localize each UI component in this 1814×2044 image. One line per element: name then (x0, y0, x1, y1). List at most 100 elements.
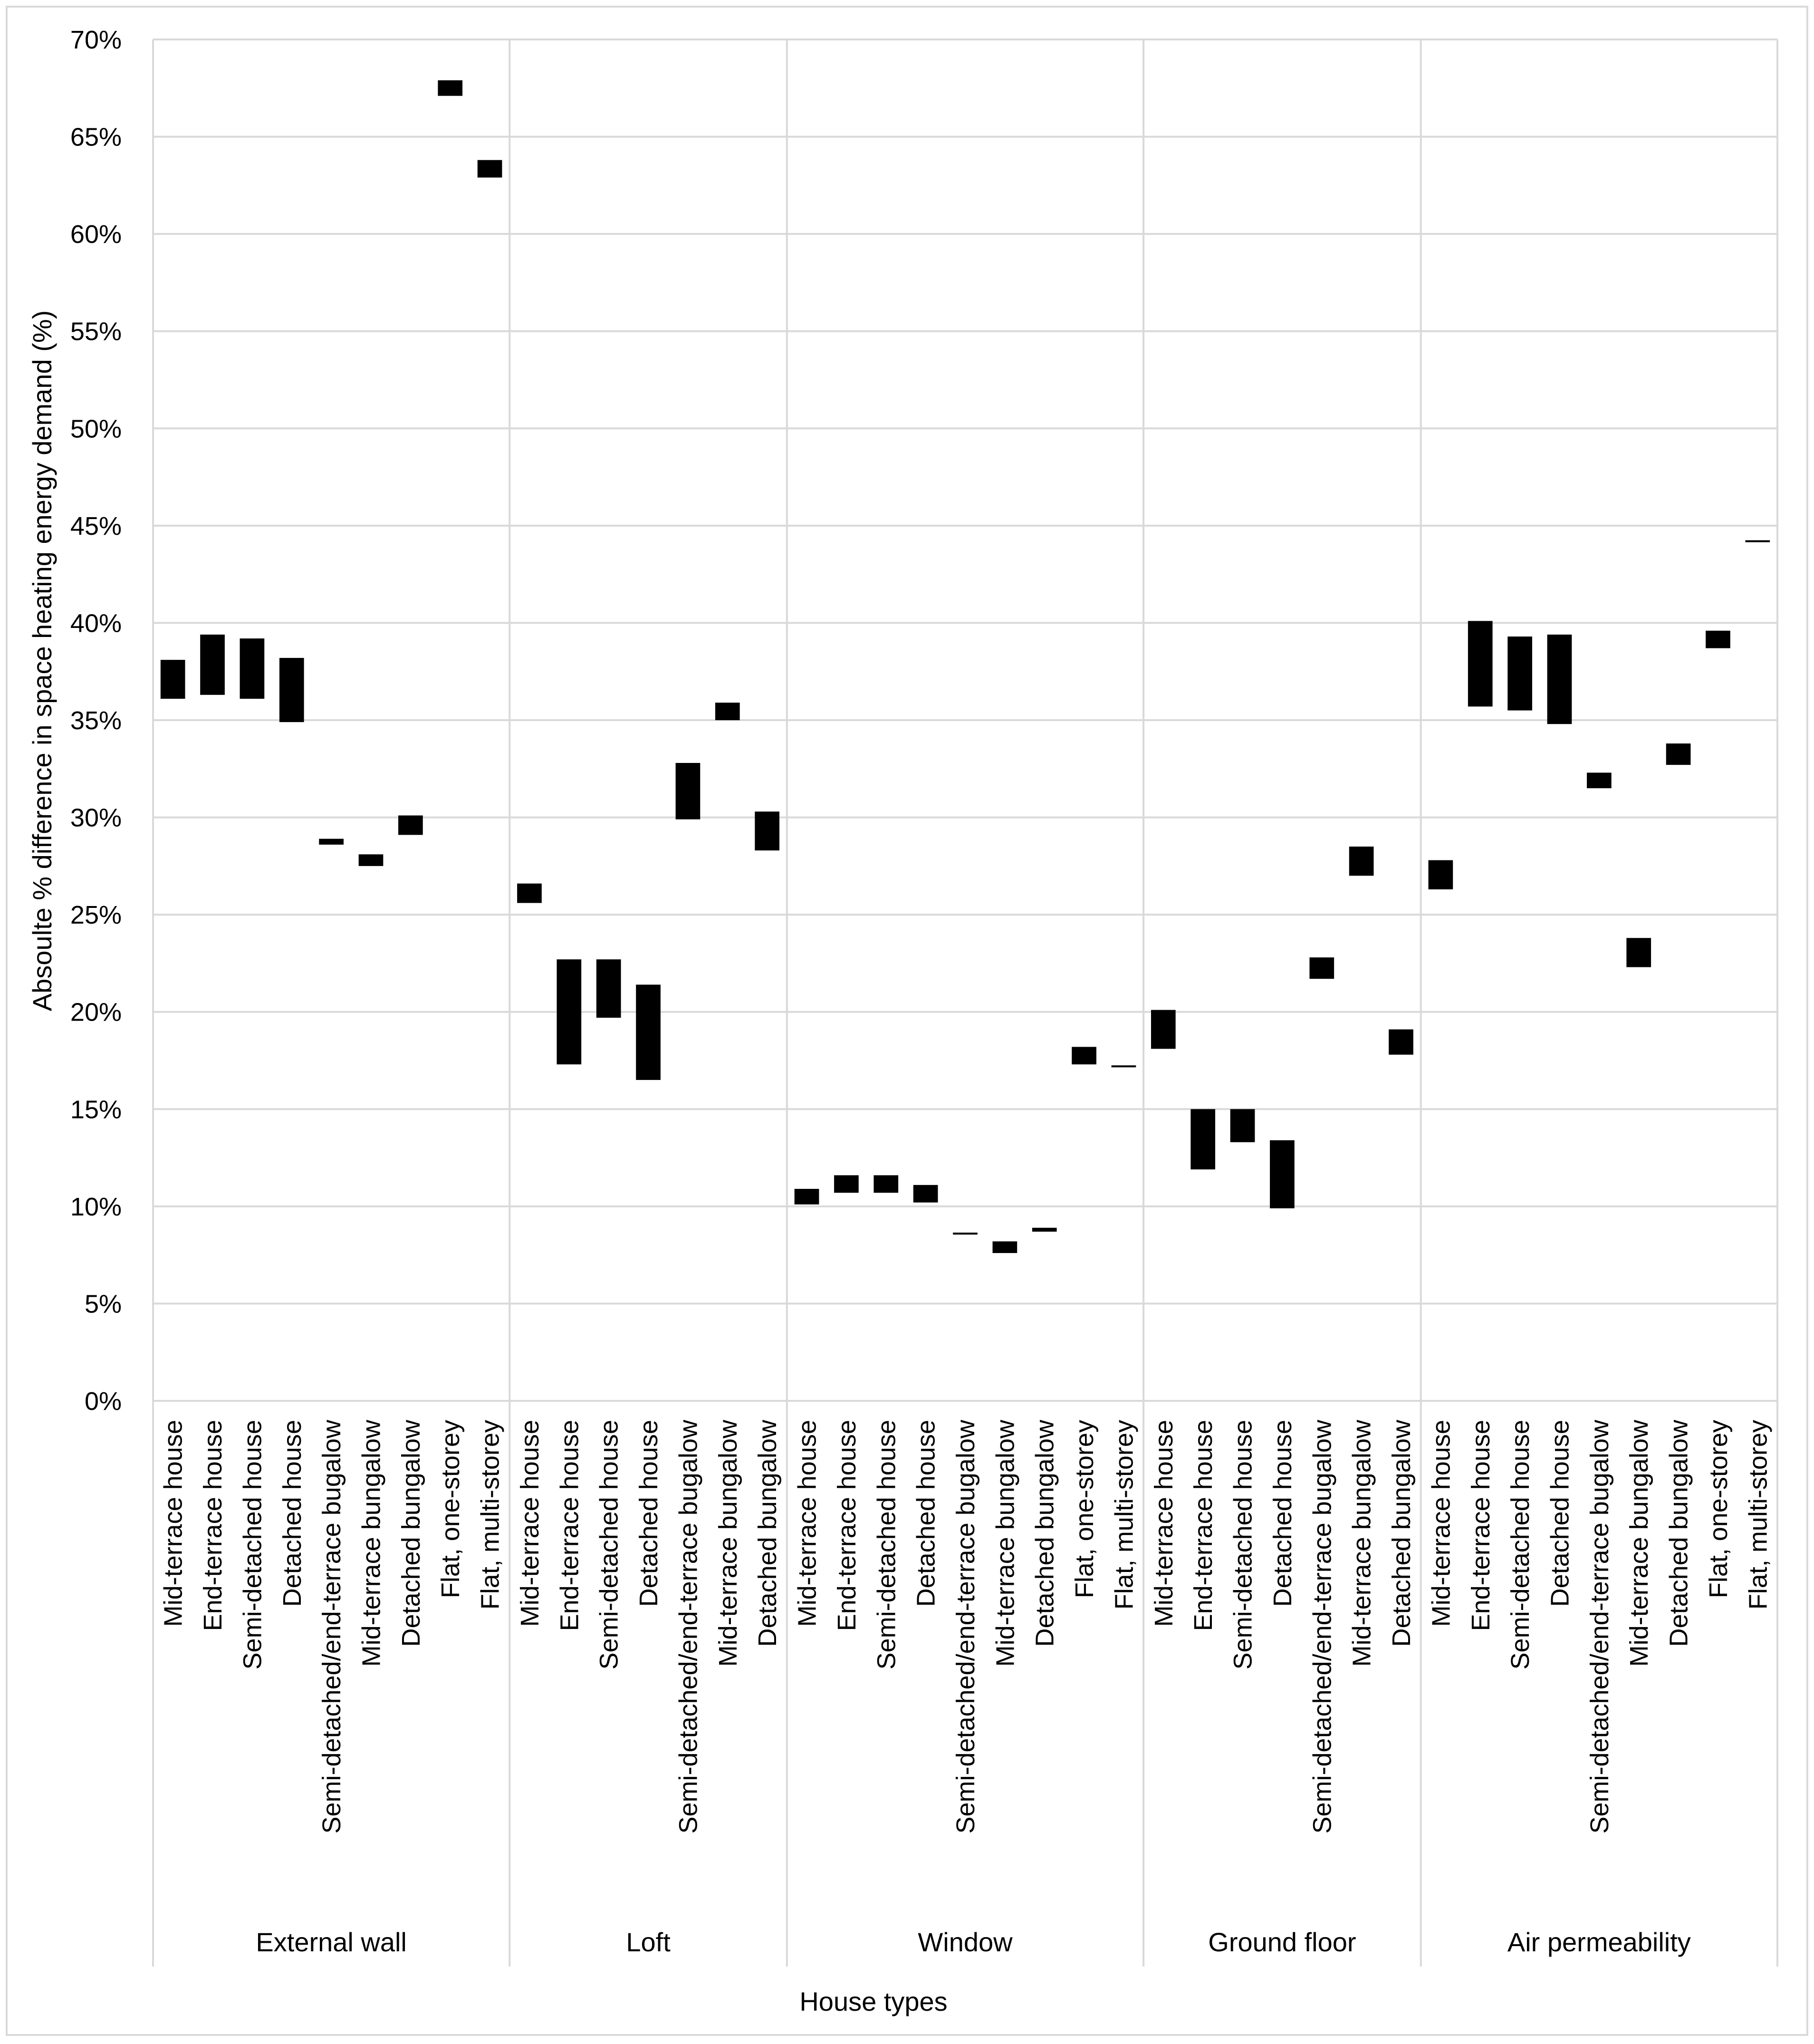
y-tick-label: 65% (70, 123, 122, 152)
group-label: External wall (256, 1927, 406, 1957)
x-tick-label: Detached bungalow (1387, 1419, 1416, 1647)
x-tick-label: End-terrace house (833, 1420, 861, 1631)
range-bar (1270, 1140, 1295, 1208)
x-tick-label: Mid-terrace house (159, 1420, 188, 1627)
range-bar (873, 1175, 899, 1193)
range-bar (755, 811, 780, 851)
x-tick-label: Semi-detached/end-terrace bugalow (1308, 1419, 1336, 1834)
x-tick-label: Flat, one-storey (436, 1420, 465, 1598)
range-bar (992, 1241, 1017, 1253)
range-bar (1349, 846, 1374, 876)
x-tick-label: End-terrace house (1467, 1420, 1495, 1631)
labels: 0% 5% 10% 15% 20% 25% 30% 35% 40% 45% 50% 55% 60% 65%… (70, 26, 1772, 1957)
range-bar (913, 1185, 938, 1203)
range-bar (200, 634, 225, 695)
y-tick-label: 70% (70, 26, 122, 54)
x-tick-label: Flat, multi-storey (476, 1420, 505, 1610)
y-tick-label: 15% (70, 1095, 122, 1124)
range-bar (438, 80, 463, 96)
range-bar (953, 1233, 978, 1235)
x-tick-label: Detached bungalow (1665, 1419, 1693, 1647)
group-label: Ground floor (1208, 1927, 1356, 1957)
y-tick-label: 20% (70, 998, 122, 1027)
x-tick-label: Detached house (1545, 1420, 1574, 1607)
x-axis-title: House types (799, 1986, 947, 2016)
x-tick-label: Mid-terrace house (793, 1420, 822, 1627)
x-tick-label: Detached house (912, 1420, 941, 1607)
x-tick-label: Detached house (278, 1420, 307, 1607)
x-tick-label: Semi-detached house (595, 1420, 624, 1669)
x-tick-label: Mid-terrace bungalow (991, 1419, 1019, 1667)
x-tick-label: Mid-terrace house (1150, 1420, 1178, 1627)
range-bar (1389, 1029, 1413, 1055)
gridlines (153, 39, 1777, 1402)
y-axis-title: Absoulte % difference in space heating e… (27, 310, 57, 1012)
x-tick-label: Detached bungalow (1031, 1419, 1059, 1647)
x-tick-label: Semi-detached house (1229, 1420, 1257, 1669)
y-tick-label: 10% (70, 1193, 122, 1221)
range-bar (1507, 636, 1532, 711)
x-tick-label: Semi-detached/end-terrace bugalow (951, 1419, 980, 1834)
range-bar (1111, 1065, 1136, 1068)
range-bar (1230, 1109, 1255, 1142)
range-bar (1468, 621, 1493, 707)
range-bar (358, 854, 384, 866)
range-bar (477, 160, 502, 178)
y-tick-label: 45% (70, 512, 122, 540)
x-tick-label: Mid-terrace house (1427, 1420, 1455, 1627)
x-tick-label: Detached house (634, 1420, 663, 1607)
y-tick-label: 25% (70, 901, 122, 929)
y-tick-label: 55% (70, 318, 122, 346)
range-bar (794, 1189, 819, 1205)
range-bar (636, 984, 661, 1080)
range-bar (715, 703, 740, 720)
range-bar (1151, 1010, 1176, 1049)
range-bar (1666, 743, 1691, 765)
group-label: Window (918, 1927, 1013, 1957)
y-tick-label: 50% (70, 415, 122, 443)
x-tick-label: Detached house (1268, 1420, 1297, 1607)
range-bar (319, 839, 344, 845)
y-tick-label: 60% (70, 220, 122, 249)
bars (160, 80, 1770, 1253)
x-tick-label: Mid-terrace bungalow (357, 1419, 386, 1667)
range-bar (1626, 938, 1651, 967)
x-tick-label: Detached bungalow (397, 1419, 425, 1647)
x-tick-label: Mid-terrace bungalow (1625, 1419, 1653, 1667)
y-tick-label: 5% (85, 1290, 122, 1318)
range-bar (1032, 1227, 1057, 1232)
x-tick-label: Flat, one-storey (1070, 1420, 1099, 1598)
x-tick-label: Flat, one-storey (1704, 1420, 1733, 1598)
x-tick-label: Semi-detached/end-terrace bugalow (1585, 1419, 1614, 1834)
axes (152, 39, 1778, 1967)
range-bar (834, 1175, 859, 1193)
group-label: Loft (626, 1927, 671, 1957)
range-bar (398, 815, 423, 835)
x-tick-label: End-terrace house (555, 1420, 584, 1631)
range-bar (596, 959, 621, 1018)
range-bar (1190, 1109, 1216, 1170)
range-bar (1745, 540, 1770, 542)
x-tick-label: Semi-detached house (872, 1420, 901, 1669)
range-bar (1706, 630, 1730, 648)
y-tick-label: 30% (70, 804, 122, 832)
group-label: Air permeability (1507, 1927, 1691, 1957)
x-tick-label: Semi-detached/end-terrace bugalow (317, 1419, 346, 1834)
range-bar (1309, 957, 1334, 979)
range-bar (240, 638, 265, 699)
y-tick-label: 35% (70, 706, 122, 735)
x-tick-label: End-terrace house (1189, 1420, 1218, 1631)
range-bar (557, 959, 582, 1065)
y-tick-label: 0% (85, 1387, 122, 1416)
x-tick-label: Semi-detached/end-terrace bugalow (674, 1419, 702, 1834)
range-bar (675, 763, 701, 820)
range-bar (279, 658, 304, 723)
x-tick-label: End-terrace house (199, 1420, 227, 1631)
x-tick-label: Mid-terrace bungalow (1348, 1419, 1376, 1667)
x-tick-label: Flat, multi-storey (1110, 1420, 1138, 1610)
x-tick-label: Flat, multi-storey (1744, 1420, 1772, 1610)
y-tick-label: 40% (70, 609, 122, 637)
x-tick-label: Mid-terrace house (516, 1420, 544, 1627)
